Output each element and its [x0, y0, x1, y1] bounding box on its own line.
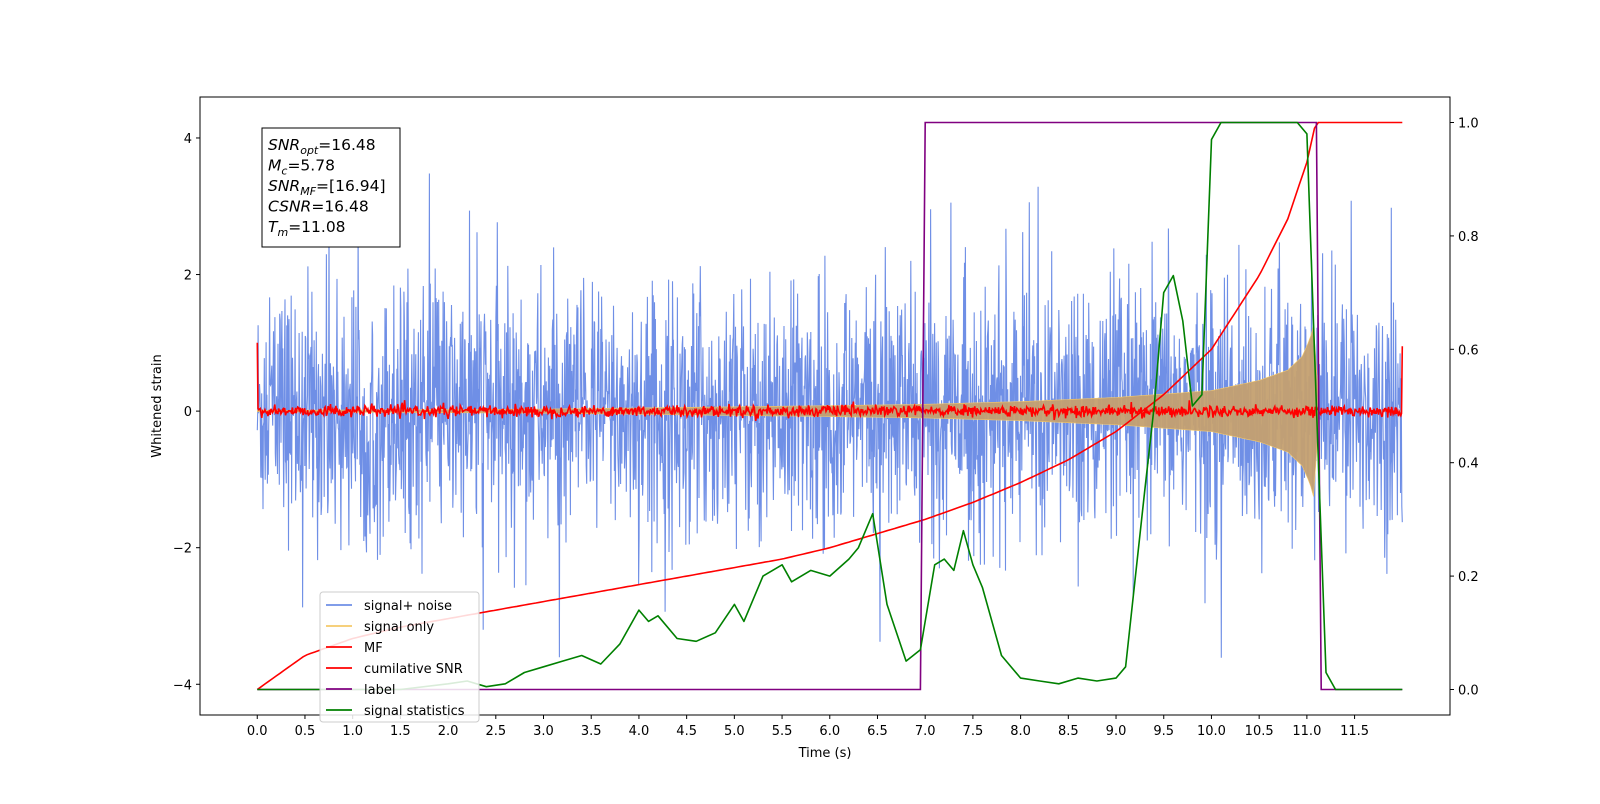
annotation-line: Tm=11.08: [268, 218, 346, 239]
x-tick-label: 9.0: [1106, 724, 1127, 739]
legend-entry: signal only: [364, 620, 434, 635]
y-axis-label: Whitened strain: [150, 354, 165, 457]
x-tick-label: 2.5: [485, 724, 506, 739]
legend-entry: MF: [364, 641, 383, 656]
x-tick-label: 3.5: [581, 724, 602, 739]
y2-tick-label: 1.0: [1458, 117, 1479, 132]
y2-tick-label: 0.0: [1458, 683, 1479, 698]
y2-tick-label: 0.8: [1458, 230, 1479, 245]
y-tick-label: 2: [184, 269, 192, 284]
annotation-line: Mc=5.78: [268, 157, 335, 178]
legend: signal+ noise signal only MF cumilative SNR…: [319, 591, 480, 723]
series-signal-noise: [256, 173, 1403, 658]
annotation-box: SNRopt=16.48Mc=5.78SNRMF=[16.94]CSNR=16.…: [261, 127, 401, 248]
x-tick-label: 8.5: [1058, 724, 1079, 739]
legend-entry: signal statistics: [364, 704, 465, 719]
y-axis-right: 0.0 0.2 0.4 0.6 0.8 1.0: [1450, 117, 1479, 698]
y-axis-left: −4 −2 0 2 4: [173, 132, 200, 693]
y-tick-label: 0: [184, 405, 192, 420]
annotation-line: SNRMF=[16.94]: [268, 177, 386, 198]
x-tick-label: 11.0: [1292, 724, 1321, 739]
x-tick-label: 10.5: [1245, 724, 1274, 739]
legend-entry: label: [364, 683, 395, 698]
x-tick-label: 4.0: [629, 724, 650, 739]
y-tick-label: 4: [184, 132, 192, 147]
y2-tick-label: 0.2: [1458, 570, 1479, 585]
plot-frame: [199, 96, 1451, 716]
x-tick-label: 2.0: [438, 724, 459, 739]
x-tick-label: 5.0: [724, 724, 745, 739]
legend-entry: signal+ noise: [364, 599, 452, 614]
x-tick-label: 0.0: [247, 724, 268, 739]
series-mf: [256, 342, 1404, 422]
x-axis: 0.0 0.5 1.0 1.5 2.0 2.5 3.0 3.5 4.0 4.5 5.0 5.5 6.0 6…: [247, 715, 1369, 739]
x-tick-label: 9.5: [1153, 724, 1174, 739]
x-tick-label: 6.5: [867, 724, 888, 739]
y2-tick-label: 0.4: [1458, 457, 1479, 472]
x-tick-label: 1.5: [390, 724, 411, 739]
series-signal-statistics: [257, 121, 1403, 691]
legend-entry: cumilative SNR: [364, 662, 463, 677]
x-tick-label: 8.0: [1010, 724, 1031, 739]
x-tick-label: 6.0: [819, 724, 840, 739]
x-tick-label: 1.0: [342, 724, 363, 739]
y2-tick-label: 0.6: [1458, 343, 1479, 358]
x-axis-label: Time (s): [798, 746, 852, 761]
annotation-line: CSNR=16.48: [268, 198, 369, 216]
x-tick-label: 5.5: [772, 724, 793, 739]
annotation-line: SNRopt=16.48: [268, 136, 376, 157]
x-tick-label: 7.0: [915, 724, 936, 739]
legend-frame: [319, 591, 480, 723]
y-tick-label: −2: [173, 542, 192, 557]
x-tick-label: 7.5: [963, 724, 984, 739]
x-tick-label: 4.5: [676, 724, 697, 739]
annotation-frame: [261, 127, 401, 248]
y-tick-label: −4: [173, 678, 192, 693]
x-tick-label: 11.5: [1340, 724, 1369, 739]
x-tick-label: 0.5: [295, 724, 316, 739]
x-tick-label: 3.0: [533, 724, 554, 739]
x-tick-label: 10.0: [1197, 724, 1226, 739]
